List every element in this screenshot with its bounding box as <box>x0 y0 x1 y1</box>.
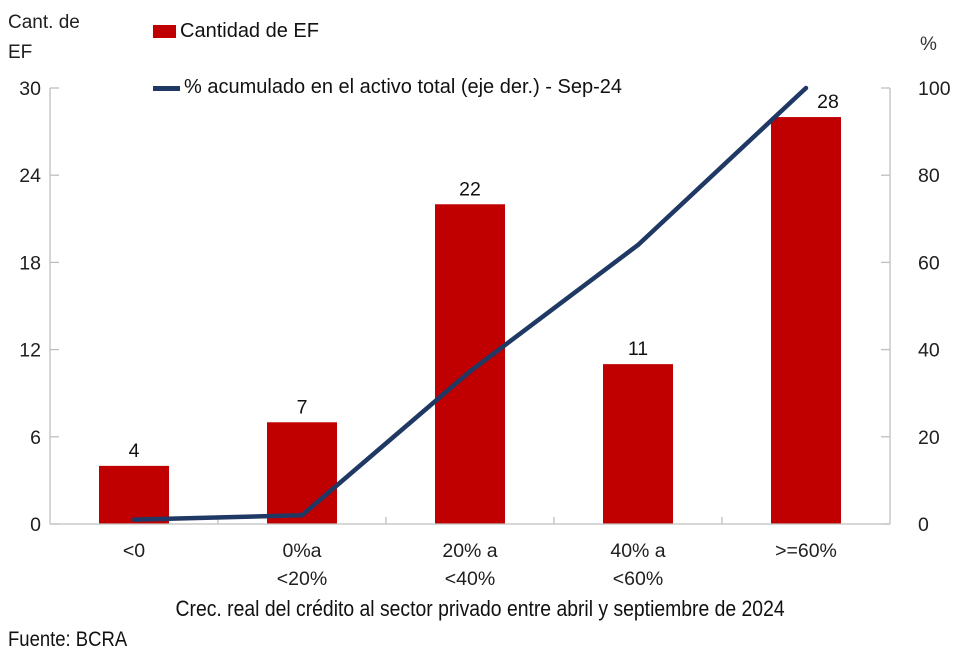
left-axis-tick-label: 24 <box>19 165 41 187</box>
bar <box>435 204 505 524</box>
left-axis-tick-label: 6 <box>30 427 41 449</box>
bar-value-label: 28 <box>817 91 839 113</box>
category-label: <0 <box>123 540 145 562</box>
bar <box>603 364 673 524</box>
right-axis-tick-label: 20 <box>918 427 940 449</box>
x-axis-title: Crec. real del crédito al sector privado… <box>175 596 785 621</box>
left-axis-title: Cant. de EF <box>8 12 80 63</box>
category-label: <60% <box>613 568 663 590</box>
chart-plot-area: 0 6 12 18 24 30 0 20 40 60 80 100 <0 0%a <20% 20% a <40%… <box>19 78 951 590</box>
bar <box>267 422 337 524</box>
bar-value-label: 11 <box>628 338 648 360</box>
legend-item-line: % acumulado en el activo total (eje der.… <box>153 76 622 99</box>
cumulative-line <box>131 85 809 522</box>
right-axis-tick-label: 40 <box>918 340 940 362</box>
category-label: >=60% <box>775 540 837 562</box>
source-note: Fuente: BCRA <box>8 628 128 651</box>
right-axis-tick-label: 0 <box>918 514 929 536</box>
legend-line-label: % acumulado en el activo total (eje der.… <box>184 76 623 98</box>
category-label: <20% <box>277 568 327 590</box>
category-label: <40% <box>445 568 495 590</box>
legend-bar-label: Cantidad de EF <box>180 20 319 42</box>
line-series-swatch-icon <box>153 86 180 91</box>
left-axis-tick-label: 12 <box>19 340 41 362</box>
right-axis-tick-label: 60 <box>918 252 940 274</box>
bar-value-label: 4 <box>129 440 140 462</box>
right-axis-tick-label: 80 <box>918 165 940 187</box>
bar <box>99 465 169 524</box>
right-axis-title: % <box>920 34 937 55</box>
category-label: 40% a <box>610 540 665 562</box>
category-label: 20% a <box>442 540 497 562</box>
left-axis-tick-label: 30 <box>19 78 41 100</box>
legend-item-bar: Cantidad de EF <box>153 20 319 43</box>
left-axis-tick-label: 0 <box>30 514 41 536</box>
bar-value-label: 22 <box>459 178 481 200</box>
bar <box>771 117 841 525</box>
right-axis-tick-label: 100 <box>918 78 951 100</box>
bar-series-swatch-icon <box>153 25 176 38</box>
category-label: 0%a <box>282 540 321 562</box>
bar-value-label: 7 <box>297 396 308 418</box>
left-axis-tick-label: 18 <box>19 252 41 274</box>
